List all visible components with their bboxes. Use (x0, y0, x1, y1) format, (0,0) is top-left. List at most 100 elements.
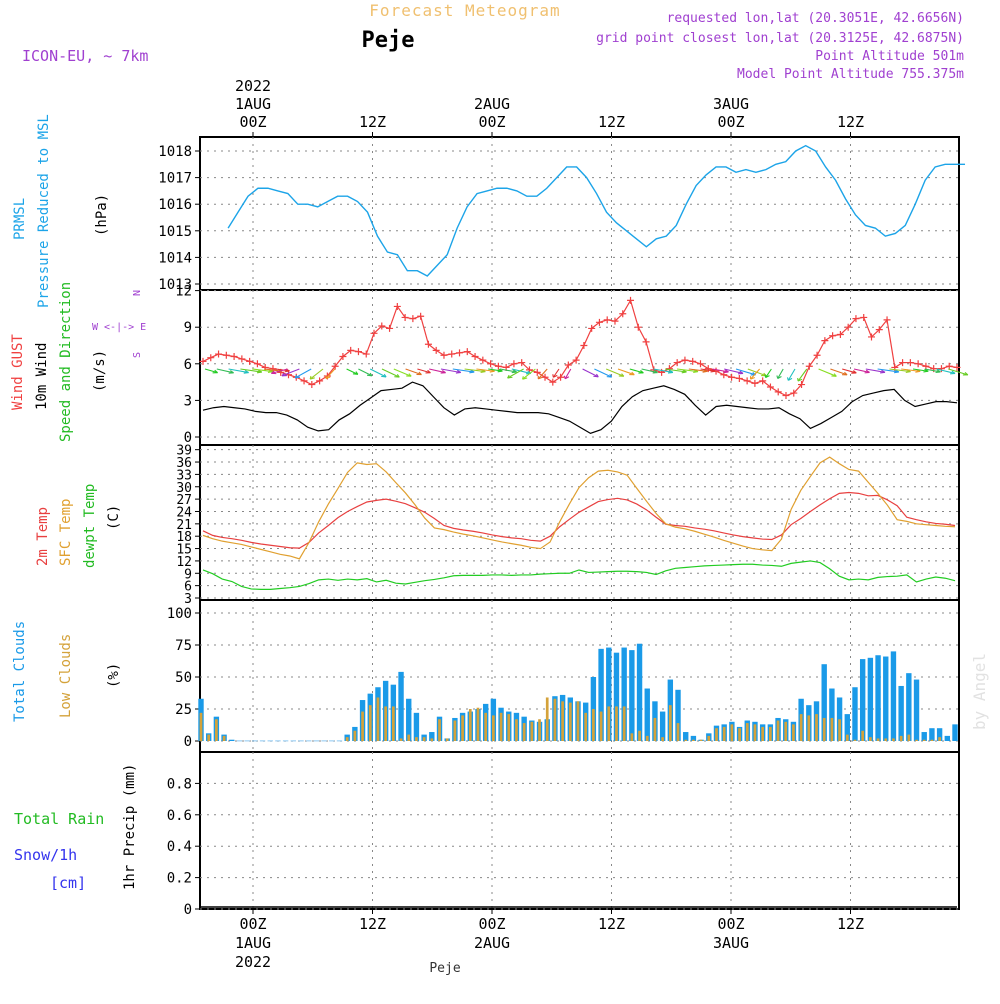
gust-point (665, 365, 673, 373)
gust-point (937, 365, 945, 373)
y-tick-label: 6 (184, 580, 192, 595)
gust-point (844, 323, 852, 331)
gust-point (852, 315, 860, 323)
low-cloud-bar (799, 714, 803, 741)
wind-direction-arrow (405, 368, 422, 376)
total-cloud-bar (921, 732, 927, 741)
low-cloud-bar (607, 706, 611, 741)
low-cloud-bar (668, 705, 672, 741)
gust-point (354, 348, 362, 356)
wind-direction-arrow (865, 368, 886, 374)
total-cloud-bar (898, 685, 904, 741)
low-cloud-bar (884, 738, 888, 741)
gust-point (906, 359, 914, 367)
low-cloud-bar (845, 734, 849, 741)
low-cloud-bar (361, 711, 364, 741)
gust-point (867, 333, 875, 341)
gust-point (432, 346, 440, 354)
low-cloud-bar (715, 728, 718, 741)
low-cloud-bar (730, 724, 734, 741)
x-tick-label-top: 3AUG (713, 95, 749, 113)
clouds-panel: 0 25 50 75 100 (167, 599, 960, 753)
pressure-panel: 1013 1014 1015 1016 1017 1018 (158, 136, 966, 293)
gust-point (922, 362, 930, 370)
low-cloud-bar (738, 728, 741, 741)
gust-point (914, 360, 922, 368)
y-tick-label: 9 (184, 567, 192, 582)
x-tick-label-bottom: 2AUG (474, 934, 510, 952)
precip-labels: Total Rain Snow/1h [cm] 1hr Precip (mm) (14, 764, 138, 892)
x-tick-label-bottom: 2022 (235, 953, 271, 971)
gust-point (370, 329, 378, 337)
wind10m-label: 10m Wind (34, 343, 50, 410)
place-title: Peje (362, 28, 415, 53)
wind-direction-arrow (594, 368, 613, 378)
gust-point (790, 389, 798, 397)
gust-point (689, 357, 697, 365)
low-cloud-bar (853, 739, 857, 741)
gust-line (202, 298, 958, 397)
total-cloud-bar (621, 647, 627, 741)
total-cloud-bar (906, 673, 912, 741)
y-tick-label: 15 (176, 543, 192, 558)
low-cloud-bar (499, 712, 503, 741)
low-cloud-bar (676, 723, 680, 741)
wind-direction-arrow (724, 368, 744, 375)
low-cloud-bar (892, 738, 895, 741)
requested-coords: requested lon,lat (20.3051E, 42.6656N) (667, 11, 964, 26)
low-cloud-bar (415, 737, 418, 741)
total-cloud-bar (229, 739, 235, 741)
total-cloud-bar (936, 728, 943, 741)
low-cloud-bar (553, 698, 557, 741)
low-cloud-bar (207, 734, 211, 741)
gust-point (836, 331, 844, 339)
model-label: ICON-EU, ~ 7km (22, 47, 148, 65)
y-tick-label: 9 (184, 320, 192, 336)
wind-direction-arrow (617, 368, 635, 376)
wind-direction-arrow (582, 368, 599, 378)
x-tick-label-bottom: 12Z (837, 915, 864, 933)
low-cloud-bar (507, 714, 511, 741)
gust-point (479, 356, 487, 364)
compass-we: W <-|-> E (92, 322, 146, 333)
y-tick-label: 1014 (158, 250, 192, 266)
wind-direction-arrow (294, 368, 312, 379)
total-cloud-bar (613, 652, 620, 741)
gust-point (766, 383, 774, 391)
wind-unit: (m/s) (92, 350, 108, 392)
footer-place: Peje (429, 961, 460, 976)
gust-point (557, 373, 565, 381)
gust-point (627, 296, 635, 304)
gust-point (339, 352, 347, 360)
gust-point (440, 351, 448, 359)
wind-panel: 0 3 6 9 12 (175, 284, 969, 446)
wind-direction-arrow (842, 368, 857, 374)
gust-point (580, 342, 588, 349)
gust-point (215, 350, 223, 358)
total-cloud-bar (429, 732, 435, 741)
total-cloud-bar (875, 655, 881, 741)
gust-point (285, 371, 293, 379)
gust-point (300, 377, 308, 385)
gust-point (199, 357, 207, 365)
gridpoint-coords: grid point closest lon,lat (20.3125E, 42… (596, 31, 964, 46)
low-cloud-bar (745, 723, 749, 741)
total-cloud-bar (675, 689, 681, 741)
total-cloud-bar (336, 740, 343, 742)
wind10m-line (202, 381, 958, 434)
gust-point (417, 312, 425, 320)
low-cloud-bar (722, 726, 726, 741)
clouds-unit: (%) (106, 663, 122, 688)
gust-point (471, 352, 479, 360)
low-cloud-bar (838, 719, 841, 741)
y-tick-label: 0.8 (167, 776, 192, 792)
x-tick-label-top: 12Z (598, 113, 625, 131)
low-cloud-bar (576, 701, 580, 741)
x-tick-label-top: 2AUG (474, 95, 510, 113)
total-cloud-bar (913, 679, 920, 741)
x-tick-label-top: 12Z (837, 113, 864, 131)
low-clouds-label: Low Clouds (58, 634, 74, 718)
total-cloud-bar (306, 740, 312, 742)
wind-direction-arrow (358, 368, 373, 377)
